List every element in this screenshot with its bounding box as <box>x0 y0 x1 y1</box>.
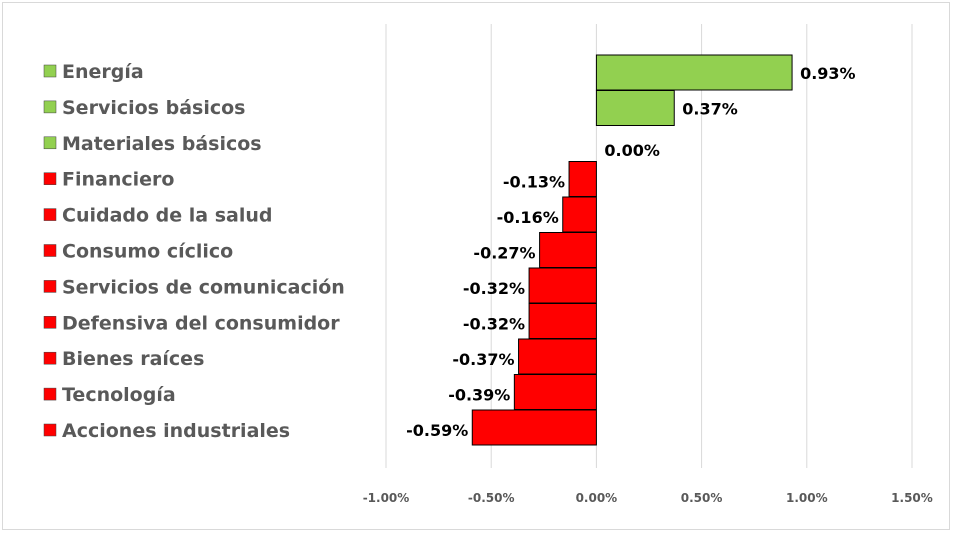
category-swatch <box>43 136 57 150</box>
category-labels: Energía Servicios básicos Materiales básic… <box>43 61 345 442</box>
data-label: -0.13% <box>503 172 565 191</box>
data-label: -0.32% <box>463 314 525 333</box>
bar <box>518 338 597 375</box>
category-label: Servicios básicos <box>62 97 245 119</box>
bar <box>528 303 597 339</box>
category-swatch <box>43 351 57 365</box>
category-swatch <box>43 244 57 257</box>
category-label: Materiales básicos <box>62 133 262 155</box>
x-tick-label: -1.00% <box>363 491 410 505</box>
x-axis-ticks: -1.00% -0.50% 0.00% 0.50% 1.00% 1.50% <box>363 491 933 505</box>
bar <box>595 54 793 91</box>
category-swatch <box>43 208 57 221</box>
category-swatch <box>43 100 57 114</box>
bar <box>539 232 597 268</box>
data-label: -0.32% <box>463 279 525 298</box>
data-label: -0.39% <box>448 385 510 404</box>
data-label: -0.27% <box>473 243 535 262</box>
data-label: 0.00% <box>604 141 660 160</box>
data-labels: 0.93% 0.37% 0.00% -0.13% -0.16% -0.27% -0.32% -… <box>406 64 855 440</box>
category-swatch <box>43 280 57 293</box>
category-label: Defensiva del consumidor <box>62 312 340 334</box>
category-label: Acciones industriales <box>62 420 290 442</box>
bar <box>471 409 597 446</box>
data-label: -0.16% <box>497 208 559 227</box>
category-swatch <box>43 316 57 329</box>
x-tick-label: 0.50% <box>681 491 723 505</box>
category-label: Cuidado de la salud <box>62 205 273 227</box>
data-label: 0.37% <box>682 99 738 118</box>
x-tick-label: 0.00% <box>576 491 618 505</box>
category-label: Bienes raíces <box>62 348 204 370</box>
category-swatch <box>43 423 57 437</box>
bar <box>528 267 597 304</box>
x-tick-label: 1.50% <box>891 491 933 505</box>
data-label: -0.59% <box>406 421 468 440</box>
category-label: Servicios de comunicación <box>62 276 345 298</box>
category-label: Consumo cíclico <box>62 241 233 263</box>
bar <box>513 374 597 410</box>
data-label: -0.37% <box>452 350 514 369</box>
category-label: Tecnología <box>62 384 176 406</box>
bar <box>595 90 675 126</box>
bar <box>568 161 597 197</box>
data-label: 0.93% <box>800 64 856 83</box>
bar <box>562 196 597 233</box>
category-label: Financiero <box>62 169 174 191</box>
x-tick-label: -0.50% <box>468 491 515 505</box>
category-swatch <box>43 64 57 78</box>
bars <box>471 54 793 446</box>
x-tick-label: 1.00% <box>786 491 828 505</box>
category-swatch <box>43 387 57 401</box>
category-swatch <box>43 172 57 185</box>
category-label: Energía <box>62 61 144 83</box>
